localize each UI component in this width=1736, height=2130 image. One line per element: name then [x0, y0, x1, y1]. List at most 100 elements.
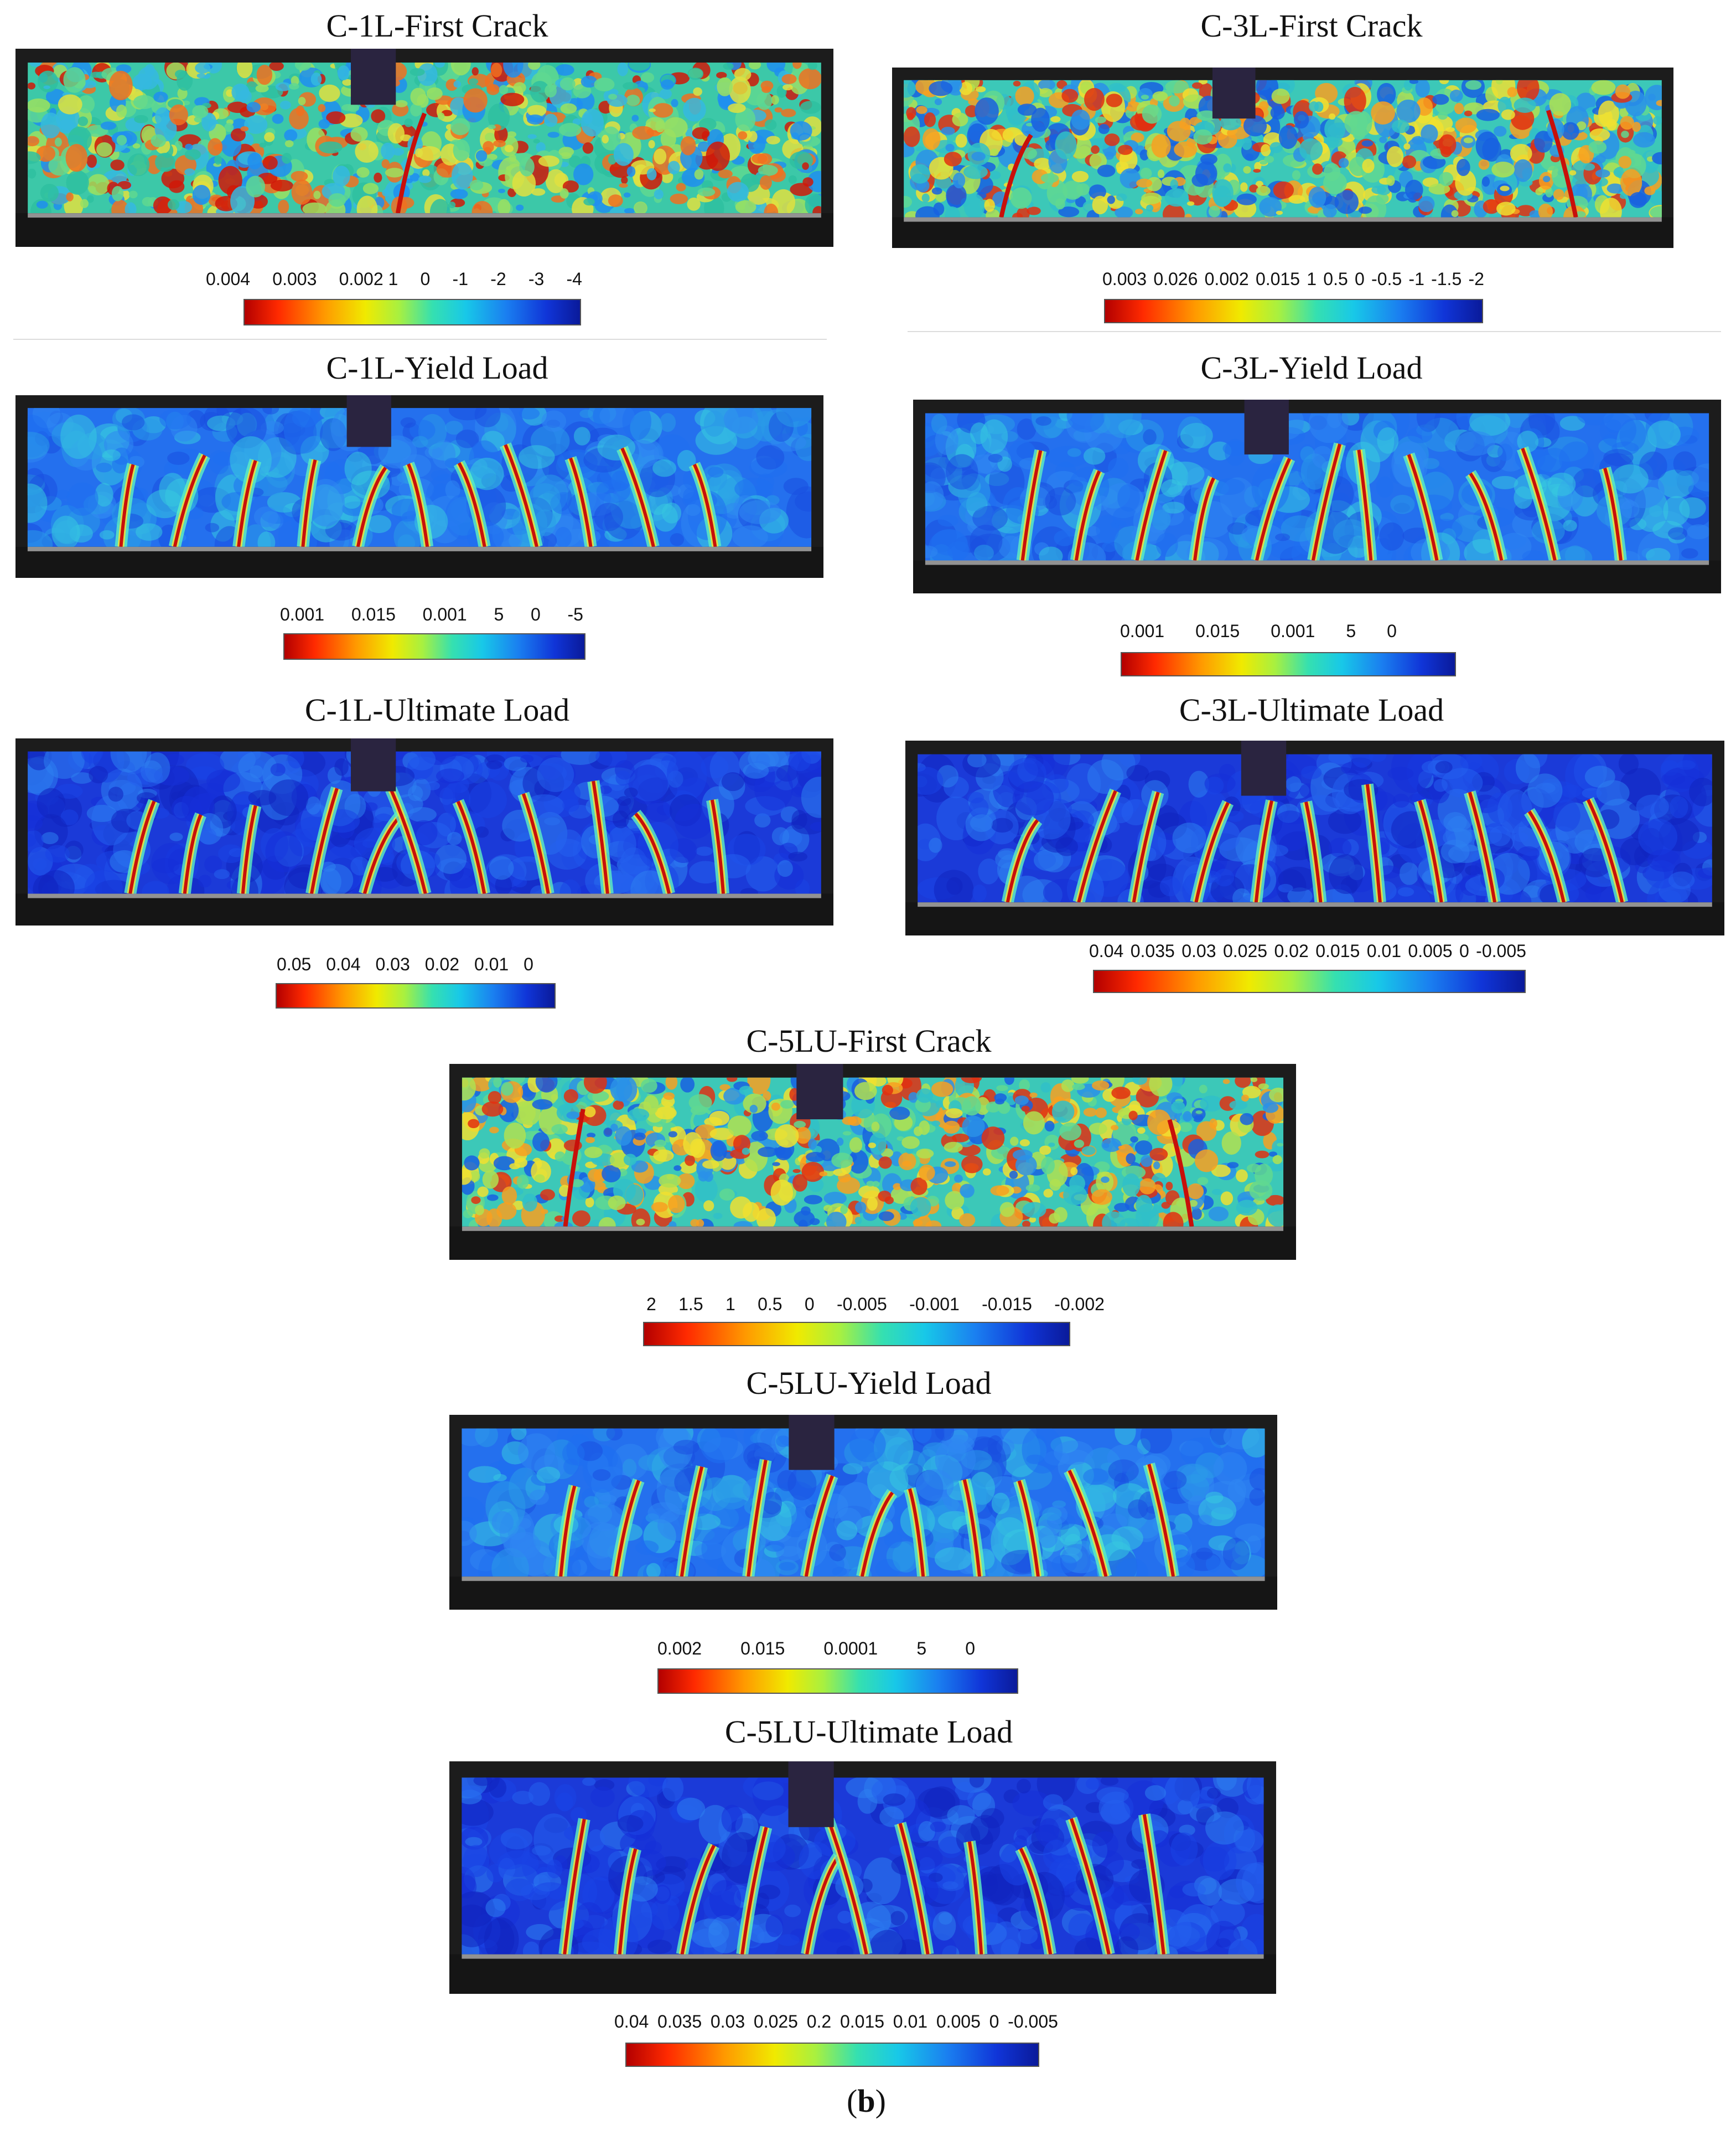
speckle — [1620, 169, 1642, 197]
speckle — [961, 1155, 983, 1173]
speckle — [1376, 476, 1394, 498]
beam-strain-image — [449, 1415, 1277, 1610]
speckle — [608, 94, 618, 100]
speckle — [255, 84, 269, 92]
speckle — [1135, 1203, 1159, 1227]
beam-edge — [904, 217, 1662, 222]
speckle — [536, 142, 546, 153]
colorbar-tick-label: -5 — [567, 604, 583, 624]
speckle — [1223, 163, 1232, 173]
speckle — [629, 764, 668, 805]
beam-edge — [925, 560, 1709, 565]
speckle — [1583, 163, 1595, 171]
speckle — [1116, 193, 1127, 201]
speckle — [1460, 754, 1483, 771]
speckle — [469, 179, 484, 191]
speckle — [777, 860, 793, 877]
speckle — [198, 875, 212, 888]
speckle — [534, 509, 556, 536]
speckle — [916, 106, 927, 114]
speckle — [387, 123, 405, 144]
speckle — [1211, 1188, 1222, 1195]
speckle — [1603, 449, 1634, 467]
speckle — [1535, 188, 1543, 195]
speckle — [1213, 478, 1245, 495]
speckle — [1371, 101, 1395, 125]
speckle — [1598, 100, 1619, 127]
speckle — [1328, 754, 1353, 764]
speckle — [931, 1081, 953, 1097]
speckle — [792, 1169, 801, 1173]
speckle — [1481, 176, 1490, 187]
speckle — [585, 1136, 595, 1144]
beam-strain-image — [15, 395, 823, 578]
speckle — [498, 1098, 519, 1123]
speckle — [527, 134, 537, 139]
speckle — [434, 844, 467, 874]
speckle — [551, 1124, 568, 1134]
colorbar-tick-label: 0.015 — [351, 604, 396, 624]
crack-line — [241, 805, 257, 894]
speckle — [659, 1173, 681, 1188]
speckle — [945, 454, 978, 490]
speckle — [747, 1077, 771, 1095]
speckle — [87, 174, 110, 195]
speckle — [1214, 868, 1235, 887]
speckle — [980, 419, 1008, 454]
speckle — [1243, 166, 1251, 174]
speckle — [117, 180, 132, 189]
colorbar-tick-label: 0 — [420, 269, 431, 289]
speckle — [134, 115, 148, 123]
speckle — [462, 1168, 472, 1185]
speckle — [626, 95, 640, 106]
speckle — [350, 856, 370, 876]
speckle — [908, 1092, 919, 1103]
colorbar-labels: 0.001 0.015 0.001 5 0 -5 — [280, 606, 583, 623]
speckle — [1169, 95, 1180, 107]
speckle — [692, 127, 710, 139]
speckle — [889, 1107, 910, 1120]
speckle — [475, 150, 488, 162]
speckle — [626, 166, 636, 177]
speckle — [892, 1541, 920, 1573]
speckle — [636, 1218, 645, 1226]
speckle — [624, 787, 638, 798]
speckle — [310, 73, 322, 86]
speckle — [224, 123, 234, 132]
speckle — [1268, 1087, 1284, 1103]
speckle — [493, 139, 506, 147]
colorbar-tick-label: 0 — [1355, 269, 1365, 289]
speckle — [742, 1147, 750, 1155]
speckle — [602, 135, 609, 144]
speckle — [1260, 161, 1267, 165]
speckle — [1017, 104, 1037, 116]
speckle — [1187, 1183, 1204, 1200]
speckle — [739, 1085, 753, 1095]
speckle — [893, 1183, 901, 1190]
speckle — [27, 432, 50, 459]
speckle — [945, 1191, 965, 1210]
speckle — [1191, 1207, 1202, 1220]
speckle — [381, 142, 395, 160]
speckle — [1194, 1149, 1219, 1172]
loading-plate — [350, 738, 396, 792]
speckle — [1324, 117, 1346, 142]
speckle — [247, 152, 262, 169]
speckle — [121, 414, 145, 431]
speckle — [723, 63, 734, 70]
speckle — [786, 486, 812, 539]
speckle — [698, 1171, 709, 1182]
speckle — [381, 159, 390, 169]
speckle — [661, 79, 674, 90]
speckle — [319, 84, 340, 102]
speckle — [1191, 1108, 1206, 1120]
speckle — [923, 128, 941, 151]
speckle — [253, 506, 278, 528]
speckle — [1500, 185, 1510, 192]
speckle — [1647, 420, 1681, 449]
speckle — [801, 1162, 825, 1182]
speckle — [666, 751, 707, 801]
speckle — [617, 63, 629, 76]
speckle — [1266, 1195, 1284, 1206]
speckle — [392, 147, 405, 156]
